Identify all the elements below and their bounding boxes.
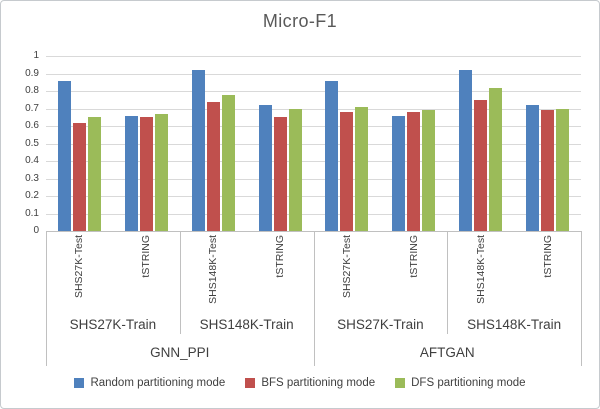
gridline [46,178,581,180]
x-label-test-set: SHS27K-Test [73,235,86,299]
axis-divider [581,231,582,366]
y-tick-label: 0.5 [25,137,39,149]
gridline [46,126,581,127]
x-label-test-set: SHS148K-Test [474,235,487,304]
legend-label: Random partitioning mode [90,377,226,389]
x-label-test-set: tSTRING [541,235,554,278]
x-label-test-set: tSTRING [140,235,153,278]
bar [474,99,488,231]
bar [526,105,540,231]
legend-swatch [245,378,256,388]
bar [459,70,473,231]
legend-item: BFS partitioning mode [245,377,375,389]
bar [206,101,220,231]
y-tick-label: 0.9 [25,67,39,79]
chart-title: Micro-F1 [262,11,338,31]
y-tick-label: 0.2 [25,190,39,201]
gridline [46,73,581,75]
y-tick-label: 0.6 [25,120,39,131]
gridline [46,91,581,92]
bar [72,122,86,231]
x-label-train-set: SHS27K-Train [337,317,424,332]
bar [258,105,272,231]
bar [422,110,436,231]
legend-swatch [74,378,85,388]
x-label-test-set: tSTRING [407,235,420,278]
bar [221,94,235,231]
y-tick-label: 0 [33,225,39,236]
legend-label: BFS partitioning mode [261,377,376,389]
bar [273,117,287,231]
y-tick-label: 0.3 [25,172,39,184]
legend: Random partitioning mode BFS partitioning… [1,377,599,389]
axis-divider [313,231,315,366]
bar [556,108,570,231]
legend-item: Random partitioning mode [74,377,225,389]
x-label-train-set: SHS148K-Train [199,317,294,332]
bar [489,87,503,231]
y-tick-label: 1 [33,50,39,61]
bar [288,108,302,231]
legend-label: DFS partitioning mode [411,377,526,389]
bar [87,117,101,231]
x-label-test-set: SHS27K-Test [340,235,353,299]
y-tick-label: 0.4 [25,155,39,166]
y-tick-label: 0.1 [25,207,39,219]
gridline [46,56,581,57]
x-label-model: GNN_PPI [150,345,210,360]
bar [392,115,406,231]
x-label-test-set: SHS148K-Test [207,235,220,304]
bar [541,110,555,231]
bar [407,112,421,231]
bar [191,70,205,231]
axis-divider [46,231,47,366]
bar [340,112,354,231]
bar [124,115,138,231]
bar [325,80,339,231]
gridline [46,196,581,197]
x-label-test-set: tSTRING [274,235,287,278]
legend-item: DFS partitioning mode [395,377,526,389]
gridline [46,143,581,145]
x-label-train-set: SHS27K-Train [69,317,157,332]
y-tick-label: 0.8 [25,85,39,96]
y-tick-label: 0.7 [25,102,39,114]
gridline [46,108,581,110]
gridline [46,213,581,215]
x-label-train-set: SHS148K-Train [467,317,562,332]
axis-divider [179,231,181,334]
bar [355,106,369,231]
gridline [46,161,581,162]
bar [154,113,168,231]
bar [57,80,71,231]
legend-swatch [395,378,406,388]
axis-divider [447,231,449,334]
bar [139,117,153,231]
x-label-model: AFTGAN [419,345,475,360]
